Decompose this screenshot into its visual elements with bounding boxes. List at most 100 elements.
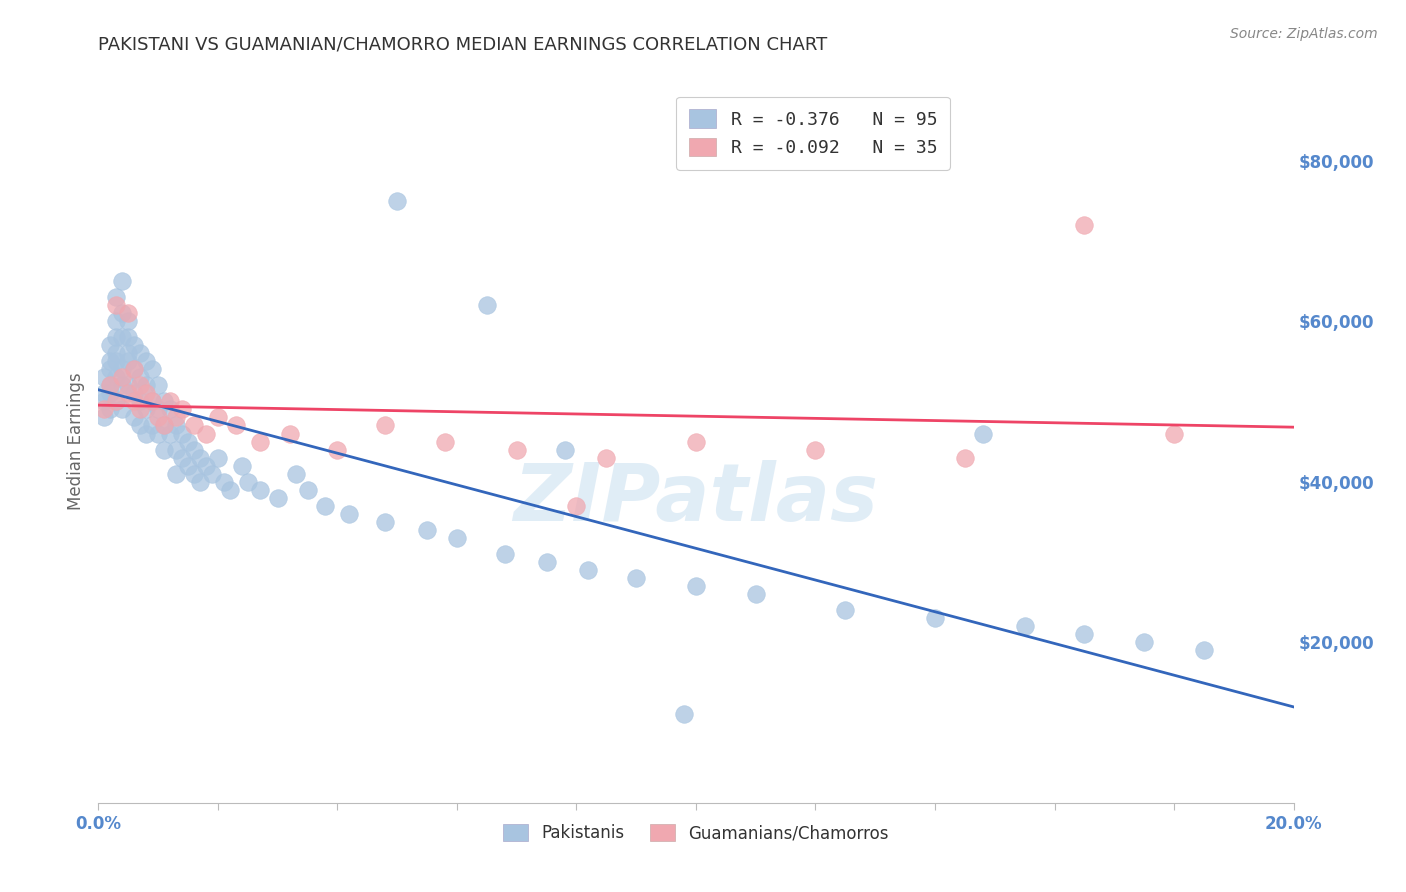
Point — [93, 386, 115, 401]
Point — [172, 426, 194, 441]
Point — [141, 394, 163, 409]
Point — [93, 370, 115, 384]
Point — [475, 298, 498, 312]
Point — [124, 386, 146, 401]
Point — [188, 450, 211, 465]
Point — [972, 426, 994, 441]
Point — [111, 370, 134, 384]
Point — [153, 418, 176, 433]
Point — [105, 346, 128, 360]
Point — [578, 563, 600, 577]
Point — [111, 378, 134, 392]
Point — [117, 378, 139, 392]
Point — [141, 418, 163, 433]
Point — [141, 362, 163, 376]
Point — [129, 346, 152, 360]
Point — [117, 306, 139, 320]
Point — [111, 402, 134, 417]
Point — [565, 499, 588, 513]
Point — [1163, 426, 1185, 441]
Point — [135, 378, 157, 392]
Point — [98, 402, 122, 417]
Legend: Pakistanis, Guamanians/Chamorros: Pakistanis, Guamanians/Chamorros — [494, 814, 898, 852]
Point — [536, 555, 558, 569]
Point — [207, 410, 229, 425]
Point — [159, 402, 181, 417]
Point — [129, 418, 152, 433]
Point — [98, 386, 122, 401]
Point — [111, 274, 134, 288]
Point — [105, 394, 128, 409]
Point — [135, 354, 157, 368]
Point — [148, 410, 170, 425]
Point — [183, 418, 205, 433]
Point — [1073, 627, 1095, 641]
Point — [165, 467, 187, 481]
Point — [1014, 619, 1036, 633]
Point — [135, 402, 157, 417]
Point — [446, 531, 468, 545]
Point — [554, 442, 576, 457]
Point — [105, 370, 128, 384]
Point — [93, 402, 115, 417]
Point — [195, 426, 218, 441]
Point — [93, 410, 115, 425]
Point — [1133, 635, 1156, 649]
Point — [207, 450, 229, 465]
Point — [124, 338, 146, 352]
Point — [626, 571, 648, 585]
Point — [117, 330, 139, 344]
Point — [98, 354, 122, 368]
Point — [177, 458, 200, 473]
Point — [98, 378, 122, 392]
Point — [284, 467, 307, 481]
Point — [165, 442, 187, 457]
Point — [953, 450, 976, 465]
Point — [374, 515, 396, 529]
Point — [105, 298, 128, 312]
Point — [267, 491, 290, 505]
Point — [494, 547, 516, 561]
Point — [124, 394, 146, 409]
Point — [105, 314, 128, 328]
Y-axis label: Median Earnings: Median Earnings — [66, 373, 84, 510]
Text: ZIPatlas: ZIPatlas — [513, 460, 879, 539]
Point — [111, 330, 134, 344]
Point — [98, 378, 122, 392]
Point — [148, 402, 170, 417]
Point — [804, 442, 827, 457]
Point — [249, 434, 271, 449]
Point — [124, 362, 146, 376]
Point — [219, 483, 242, 497]
Point — [111, 306, 134, 320]
Point — [159, 394, 181, 409]
Point — [105, 354, 128, 368]
Point — [129, 378, 152, 392]
Point — [924, 611, 946, 625]
Point — [172, 450, 194, 465]
Point — [117, 386, 139, 401]
Point — [385, 194, 409, 208]
Point — [117, 354, 139, 368]
Point — [129, 402, 152, 417]
Point — [201, 467, 224, 481]
Point — [326, 442, 349, 457]
Point — [834, 603, 856, 617]
Point — [129, 370, 152, 384]
Point — [153, 394, 176, 409]
Point — [506, 442, 529, 457]
Point — [685, 579, 707, 593]
Point — [105, 330, 128, 344]
Point — [249, 483, 271, 497]
Point — [183, 467, 205, 481]
Point — [141, 394, 163, 409]
Point — [1073, 218, 1095, 232]
Point — [98, 338, 122, 352]
Point — [225, 418, 247, 433]
Point — [236, 475, 259, 489]
Point — [153, 418, 176, 433]
Point — [195, 458, 218, 473]
Point — [117, 346, 139, 360]
Point — [129, 394, 152, 409]
Point — [673, 707, 696, 722]
